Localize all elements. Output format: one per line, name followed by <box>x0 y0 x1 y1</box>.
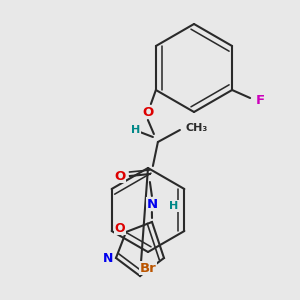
Text: N: N <box>146 197 158 211</box>
Text: H: H <box>169 201 178 211</box>
Text: O: O <box>115 221 125 235</box>
Text: CH₃: CH₃ <box>186 123 208 133</box>
Text: H: H <box>131 125 140 135</box>
Text: Br: Br <box>140 262 156 275</box>
Text: N: N <box>103 251 113 265</box>
Text: F: F <box>256 94 265 106</box>
Text: O: O <box>142 106 154 118</box>
Text: O: O <box>114 169 125 182</box>
